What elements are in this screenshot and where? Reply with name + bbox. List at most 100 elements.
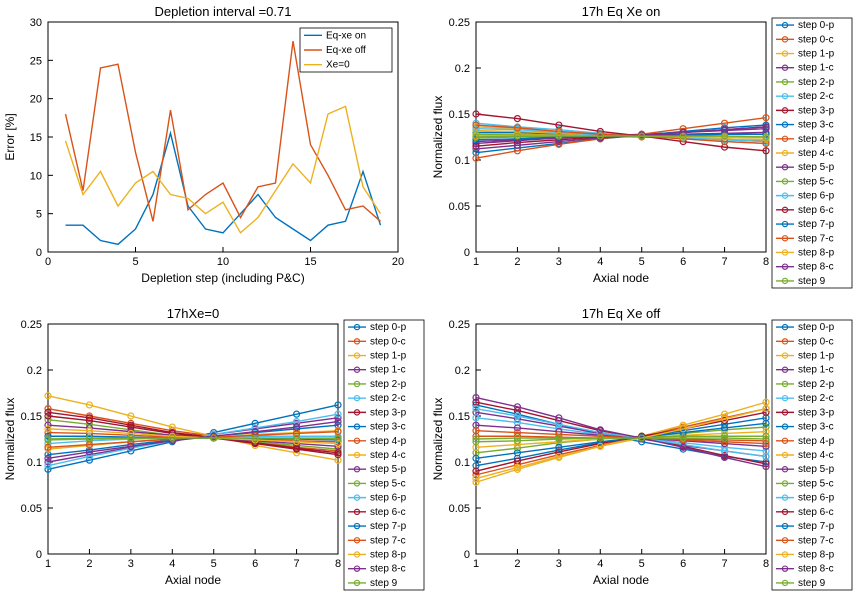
chart-eq-xe-on: 1234567800.050.10.150.20.2517h Eq Xe onA… [428, 0, 856, 302]
svg-text:3: 3 [556, 558, 562, 570]
svg-text:step 0-p: step 0-p [370, 322, 407, 333]
svg-text:6: 6 [252, 558, 258, 570]
svg-text:step 6-c: step 6-c [370, 507, 406, 518]
svg-text:4: 4 [597, 256, 603, 268]
svg-text:7: 7 [722, 256, 728, 268]
svg-text:step 8-p: step 8-p [370, 549, 407, 560]
svg-text:step 1-p: step 1-p [798, 351, 835, 362]
svg-text:step 4-p: step 4-p [798, 436, 835, 447]
svg-text:step 6-c: step 6-c [798, 507, 834, 518]
svg-text:step 1-c: step 1-c [370, 365, 406, 376]
svg-text:step 3-c: step 3-c [798, 422, 834, 433]
svg-text:0.2: 0.2 [455, 63, 470, 75]
svg-text:1: 1 [45, 558, 51, 570]
svg-text:0: 0 [464, 247, 470, 259]
svg-text:20: 20 [30, 94, 42, 106]
figure-grid: 05101520051015202530Depletion interval =… [0, 0, 856, 604]
svg-text:step 5-p: step 5-p [798, 162, 835, 173]
svg-text:step 6-c: step 6-c [798, 205, 834, 216]
panel-topleft: 05101520051015202530Depletion interval =… [0, 0, 428, 302]
svg-text:step 2-p: step 2-p [798, 77, 835, 88]
svg-text:Eq-xe off: Eq-xe off [326, 45, 366, 56]
svg-text:Axial node: Axial node [593, 573, 649, 587]
svg-text:Depletion step (including P&C): Depletion step (including P&C) [141, 271, 304, 285]
svg-text:step 3-p: step 3-p [370, 407, 407, 418]
svg-text:Axial node: Axial node [165, 573, 221, 587]
svg-text:step 5-c: step 5-c [798, 176, 834, 187]
svg-text:0.25: 0.25 [449, 319, 470, 331]
svg-text:step 1-c: step 1-c [798, 63, 834, 74]
svg-text:0.1: 0.1 [27, 457, 42, 469]
svg-text:0.15: 0.15 [21, 411, 42, 423]
chart-eq-xe-off: 1234567800.050.10.150.20.2517h Eq Xe off… [428, 302, 856, 604]
svg-text:step 9: step 9 [798, 578, 826, 589]
svg-text:0: 0 [45, 256, 51, 268]
svg-text:8: 8 [335, 558, 341, 570]
svg-text:step 7-c: step 7-c [798, 535, 834, 546]
svg-text:5: 5 [639, 558, 645, 570]
svg-text:step 7-p: step 7-p [370, 521, 407, 532]
svg-text:17h Eq Xe on: 17h Eq Xe on [582, 4, 661, 19]
svg-text:step 0-c: step 0-c [798, 336, 834, 347]
svg-text:step 2-c: step 2-c [798, 393, 834, 404]
svg-text:step 0-p: step 0-p [798, 322, 835, 333]
svg-text:step 5-c: step 5-c [798, 478, 834, 489]
svg-text:step 4-c: step 4-c [798, 148, 834, 159]
svg-text:2: 2 [514, 256, 520, 268]
svg-text:5: 5 [211, 558, 217, 570]
svg-text:6: 6 [680, 558, 686, 570]
svg-text:step 8-c: step 8-c [370, 564, 406, 575]
chart-depletion-error: 05101520051015202530Depletion interval =… [0, 0, 428, 302]
svg-text:7: 7 [294, 558, 300, 570]
svg-text:10: 10 [30, 170, 42, 182]
svg-text:0.05: 0.05 [21, 503, 42, 515]
svg-text:step 4-p: step 4-p [798, 134, 835, 145]
svg-text:step 5-p: step 5-p [798, 464, 835, 475]
svg-text:step 8-p: step 8-p [798, 247, 835, 258]
svg-text:step 2-c: step 2-c [370, 393, 406, 404]
panel-bottomright: 1234567800.050.10.150.20.2517h Eq Xe off… [428, 302, 856, 604]
svg-text:30: 30 [30, 17, 42, 29]
svg-text:0.05: 0.05 [449, 503, 470, 515]
svg-text:step 3-c: step 3-c [370, 422, 406, 433]
svg-text:1: 1 [473, 558, 479, 570]
svg-text:step 3-c: step 3-c [798, 120, 834, 131]
svg-text:Error [%]: Error [%] [3, 113, 17, 160]
svg-text:0.2: 0.2 [455, 365, 470, 377]
svg-text:17hXe=0: 17hXe=0 [167, 306, 219, 321]
svg-text:8: 8 [763, 558, 769, 570]
svg-text:step 8-p: step 8-p [798, 549, 835, 560]
svg-text:step 3-p: step 3-p [798, 407, 835, 418]
svg-text:5: 5 [36, 209, 42, 221]
svg-text:10: 10 [217, 256, 229, 268]
svg-text:step 2-c: step 2-c [798, 91, 834, 102]
svg-text:step 4-p: step 4-p [370, 436, 407, 447]
svg-text:15: 15 [30, 132, 42, 144]
svg-text:0.05: 0.05 [449, 201, 470, 213]
svg-text:2: 2 [514, 558, 520, 570]
svg-text:Normalized flux: Normalized flux [431, 398, 445, 481]
svg-text:step 2-p: step 2-p [370, 379, 407, 390]
svg-text:step 8-c: step 8-c [798, 564, 834, 575]
svg-text:0.1: 0.1 [455, 457, 470, 469]
chart-xe-0: 1234567800.050.10.150.20.2517hXe=0Axial … [0, 302, 428, 604]
svg-text:0.15: 0.15 [449, 411, 470, 423]
svg-text:20: 20 [392, 256, 404, 268]
panel-topright: 1234567800.050.10.150.20.2517h Eq Xe onA… [428, 0, 856, 302]
svg-text:8: 8 [763, 256, 769, 268]
svg-text:step 7-p: step 7-p [798, 521, 835, 532]
svg-text:step 3-p: step 3-p [798, 105, 835, 116]
svg-text:Normalized flux: Normalized flux [431, 96, 445, 179]
svg-text:5: 5 [132, 256, 138, 268]
svg-text:step 5-c: step 5-c [370, 478, 406, 489]
svg-text:15: 15 [304, 256, 316, 268]
svg-text:0.25: 0.25 [449, 17, 470, 29]
svg-text:step 7-c: step 7-c [370, 535, 406, 546]
svg-text:4: 4 [597, 558, 603, 570]
svg-text:step 1-p: step 1-p [370, 351, 407, 362]
svg-text:step 0-c: step 0-c [370, 336, 406, 347]
svg-text:step 8-c: step 8-c [798, 262, 834, 273]
svg-text:step 6-p: step 6-p [798, 191, 835, 202]
svg-text:step 1-p: step 1-p [798, 49, 835, 60]
svg-text:4: 4 [169, 558, 175, 570]
